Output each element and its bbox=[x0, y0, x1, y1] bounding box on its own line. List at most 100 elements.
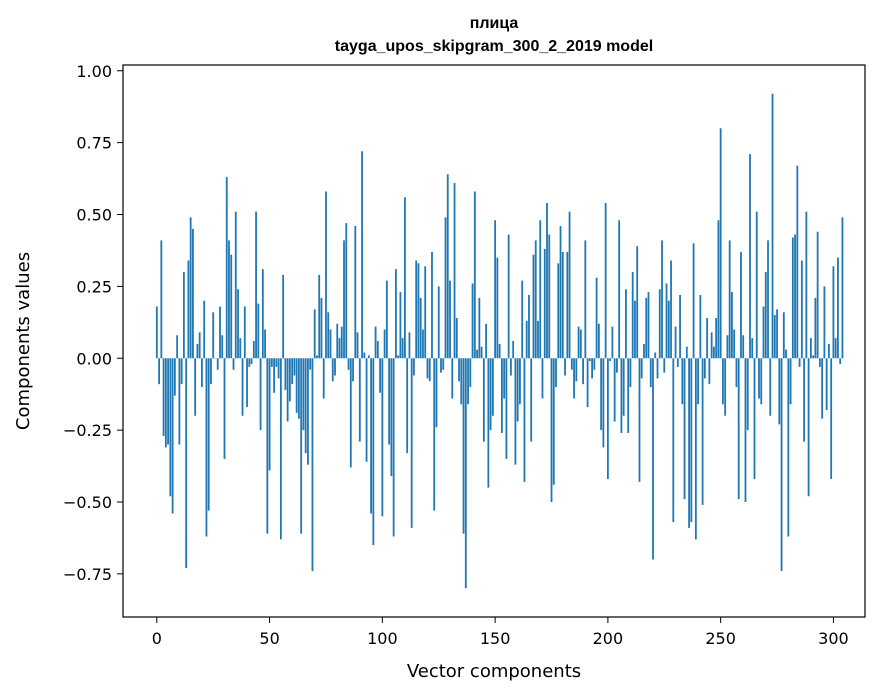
bar-82 bbox=[340, 326, 343, 359]
bar-61 bbox=[293, 358, 296, 376]
chart-title-line2: tayga_upos_skipgram_300_2_2019 model bbox=[335, 38, 653, 55]
bar-289 bbox=[807, 358, 810, 497]
bar-123 bbox=[433, 358, 436, 511]
bar-142 bbox=[476, 349, 478, 359]
bar-series bbox=[155, 93, 844, 589]
bar-115 bbox=[415, 260, 418, 359]
bar-146 bbox=[485, 323, 487, 359]
bar-40 bbox=[246, 358, 248, 408]
bar-38 bbox=[241, 358, 244, 416]
bar-17 bbox=[194, 358, 197, 416]
plot-frame bbox=[122, 64, 866, 618]
bar-241 bbox=[699, 295, 702, 359]
y-axis-label: Components values bbox=[13, 252, 34, 430]
bar-22 bbox=[205, 358, 208, 537]
bar-135 bbox=[460, 358, 463, 405]
bar-245 bbox=[708, 358, 711, 385]
bar-227 bbox=[667, 300, 670, 359]
bar-107 bbox=[397, 355, 400, 359]
bar-177 bbox=[555, 358, 557, 387]
bar-97 bbox=[374, 326, 377, 359]
bar-277 bbox=[780, 358, 783, 571]
bar-92 bbox=[363, 352, 366, 359]
bar-156 bbox=[507, 234, 510, 359]
bar-81 bbox=[338, 338, 341, 359]
bar-77 bbox=[329, 329, 332, 359]
bar-100 bbox=[381, 358, 384, 517]
bar-34 bbox=[232, 358, 235, 370]
bar-246 bbox=[710, 332, 713, 359]
bar-21 bbox=[203, 300, 206, 359]
bar-78 bbox=[331, 358, 334, 382]
bar-101 bbox=[383, 329, 386, 359]
y-tick-label: 0.75 bbox=[76, 134, 112, 153]
bar-94 bbox=[367, 355, 370, 359]
bar-263 bbox=[749, 154, 751, 359]
bar-272 bbox=[769, 358, 772, 416]
bar-58 bbox=[286, 358, 289, 422]
bar-238 bbox=[692, 243, 695, 359]
bar-13 bbox=[185, 358, 188, 569]
bar-183 bbox=[568, 211, 571, 359]
bar-27 bbox=[216, 358, 219, 370]
bar-111 bbox=[406, 358, 409, 454]
bar-273 bbox=[771, 93, 774, 359]
bar-36 bbox=[237, 289, 239, 359]
bar-91 bbox=[361, 151, 363, 359]
bar-191 bbox=[586, 358, 589, 408]
bar-217 bbox=[645, 297, 648, 359]
bar-85 bbox=[347, 358, 350, 370]
bar-264 bbox=[751, 338, 754, 359]
bar-274 bbox=[773, 315, 776, 359]
bar-304 bbox=[841, 217, 844, 359]
bar-68 bbox=[309, 358, 312, 370]
bar-197 bbox=[600, 358, 603, 431]
bar-73 bbox=[320, 297, 323, 359]
bar-151 bbox=[496, 257, 499, 359]
bar-50 bbox=[268, 358, 271, 471]
bar-253 bbox=[726, 335, 729, 359]
bar-95 bbox=[370, 358, 372, 514]
bar-252 bbox=[724, 358, 727, 416]
bar-31 bbox=[225, 177, 228, 359]
bar-233 bbox=[681, 358, 684, 405]
bar-48 bbox=[264, 329, 266, 359]
bar-18 bbox=[196, 343, 199, 359]
bar-2 bbox=[160, 240, 163, 359]
bar-93 bbox=[365, 358, 368, 462]
bar-102 bbox=[385, 280, 388, 359]
bar-42 bbox=[250, 358, 253, 364]
bar-139 bbox=[469, 358, 472, 387]
bar-33 bbox=[230, 254, 233, 359]
bar-180 bbox=[561, 251, 564, 359]
bar-239 bbox=[694, 358, 697, 540]
bar-20 bbox=[201, 358, 203, 387]
bar-294 bbox=[818, 358, 821, 367]
bar-5 bbox=[167, 358, 169, 445]
bar-281 bbox=[789, 358, 792, 405]
bar-1 bbox=[158, 358, 160, 385]
bar-232 bbox=[679, 295, 681, 359]
bar-57 bbox=[284, 358, 287, 390]
bar-223 bbox=[658, 289, 661, 359]
bar-23 bbox=[207, 358, 210, 511]
bar-302 bbox=[837, 257, 839, 359]
bar-69 bbox=[311, 358, 314, 571]
bar-66 bbox=[304, 358, 307, 454]
bar-117 bbox=[419, 297, 422, 359]
bar-19 bbox=[198, 332, 201, 359]
bar-10 bbox=[178, 358, 181, 445]
bar-216 bbox=[643, 343, 645, 359]
bar-24 bbox=[210, 358, 212, 385]
bar-218 bbox=[647, 292, 650, 359]
bar-297 bbox=[825, 358, 828, 410]
bar-299 bbox=[830, 358, 833, 479]
bar-168 bbox=[534, 240, 537, 359]
bar-127 bbox=[442, 358, 445, 370]
bar-293 bbox=[816, 231, 819, 359]
y-axis-ticks: 1.00 0.75 0.50 0.25 0.00 −0.25 −0.50 −0.75 bbox=[63, 62, 123, 584]
bar-152 bbox=[498, 343, 501, 359]
bar-190 bbox=[584, 240, 587, 359]
